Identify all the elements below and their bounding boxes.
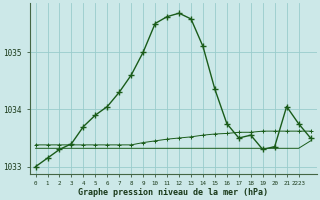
X-axis label: Graphe pression niveau de la mer (hPa): Graphe pression niveau de la mer (hPa): [78, 188, 268, 197]
